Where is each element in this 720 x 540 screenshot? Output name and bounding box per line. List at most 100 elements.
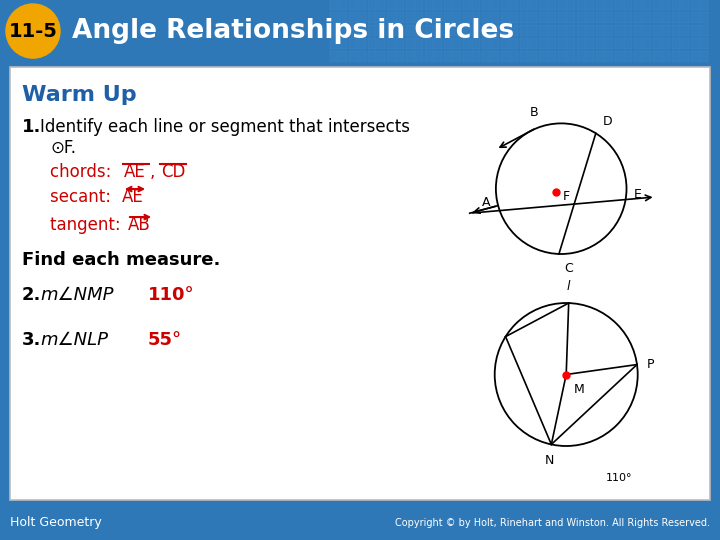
Bar [586,0,594,10]
Bar [358,38,366,49]
Bar [539,51,546,62]
Bar [624,12,632,23]
Bar [510,25,518,36]
Bar [605,25,613,36]
Bar [367,38,376,49]
Bar [529,38,537,49]
Bar [643,0,651,10]
Bar [415,25,423,36]
Bar [634,51,642,62]
Text: Holt Geometry: Holt Geometry [10,516,102,529]
Text: E: E [634,188,642,201]
Bar [339,0,347,10]
Bar [624,0,632,10]
Bar [482,12,490,23]
Bar [377,25,385,36]
Bar [672,51,680,62]
Bar [405,38,413,49]
Text: C: C [564,262,573,275]
Bar [482,51,490,62]
Bar [330,51,338,62]
Bar [367,51,376,62]
Bar [662,12,670,23]
Bar [377,12,385,23]
Bar [539,12,546,23]
Text: m∠NMP: m∠NMP [40,286,114,304]
Bar [405,0,413,10]
Bar [634,38,642,49]
Bar [491,25,499,36]
Bar [595,51,603,62]
Bar [453,51,461,62]
Bar [330,0,338,10]
Bar [681,12,689,23]
Text: 3.: 3. [22,331,41,349]
Text: Warm Up: Warm Up [22,85,137,105]
Bar [557,25,565,36]
Bar [700,25,708,36]
Bar [605,51,613,62]
Bar [529,51,537,62]
Text: CD: CD [161,163,185,181]
Bar [567,12,575,23]
Circle shape [6,4,60,58]
Bar [415,38,423,49]
Bar [700,38,708,49]
Bar [387,25,395,36]
Bar [614,38,623,49]
Bar [444,0,451,10]
Bar [339,25,347,36]
Bar [444,38,451,49]
Bar [662,51,670,62]
Bar [605,38,613,49]
Bar [700,51,708,62]
Text: M: M [573,383,584,396]
Bar [634,0,642,10]
Bar [472,51,480,62]
Bar [434,12,442,23]
Bar [367,25,376,36]
Text: D: D [603,115,612,128]
Bar [330,12,338,23]
Bar [690,38,698,49]
Bar [577,12,585,23]
Bar [510,12,518,23]
Bar [548,0,556,10]
Text: m∠NLP: m∠NLP [40,331,108,349]
Bar [387,12,395,23]
Bar [387,0,395,10]
Bar [415,0,423,10]
Bar [444,51,451,62]
Bar [652,38,660,49]
Bar [529,0,537,10]
Bar [462,25,470,36]
Bar [548,51,556,62]
Bar [577,25,585,36]
Bar [567,51,575,62]
Bar [557,51,565,62]
Bar [586,38,594,49]
Bar [425,0,433,10]
Bar [624,25,632,36]
Bar [358,12,366,23]
Bar [548,25,556,36]
Bar [577,51,585,62]
Bar [520,0,528,10]
Bar [510,0,518,10]
Bar [586,51,594,62]
Bar [491,38,499,49]
Bar [624,51,632,62]
Bar [557,12,565,23]
Bar [482,0,490,10]
Bar [595,38,603,49]
Bar [405,12,413,23]
Bar [434,25,442,36]
Bar [567,38,575,49]
Bar [605,0,613,10]
Text: 110°: 110° [606,473,632,483]
Bar [491,12,499,23]
Bar [453,0,461,10]
Text: AE: AE [122,188,144,206]
Bar [595,12,603,23]
Bar [339,12,347,23]
